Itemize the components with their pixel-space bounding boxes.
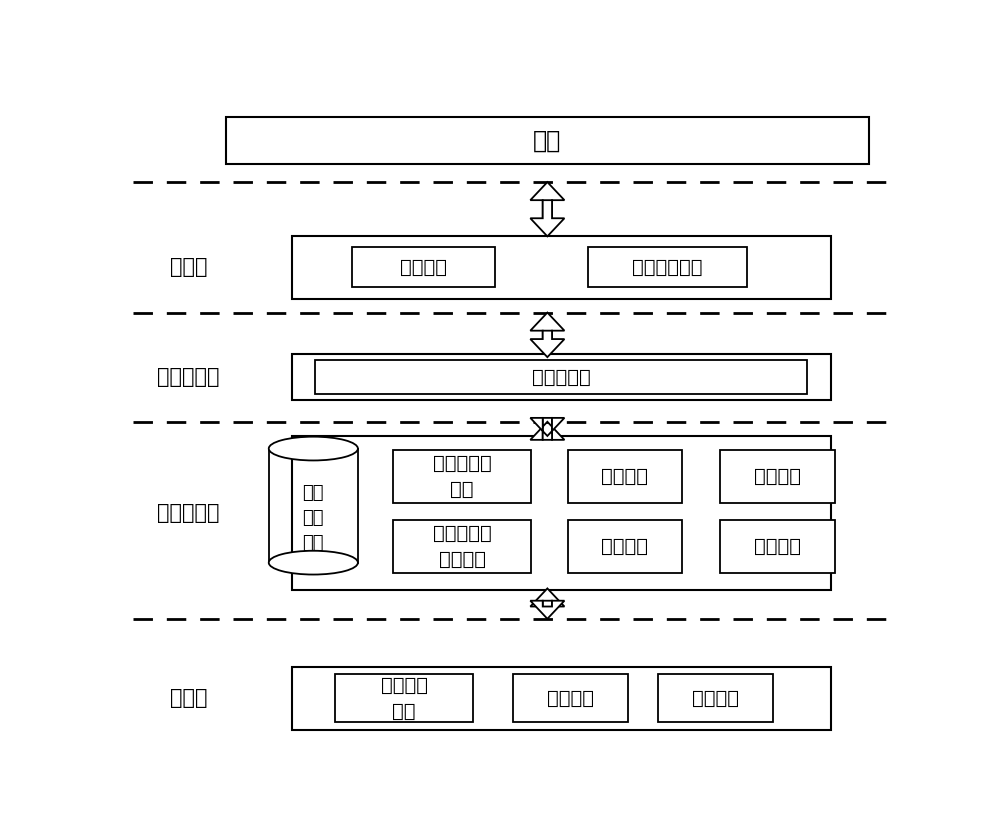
Bar [315, 361, 807, 394]
Bar [568, 520, 682, 573]
Bar [658, 674, 773, 722]
Polygon shape [530, 418, 564, 440]
Bar [292, 436, 831, 590]
Bar [335, 674, 473, 722]
Text: 操作界面: 操作界面 [400, 258, 447, 277]
Text: 运动仿真: 运动仿真 [754, 537, 801, 556]
Polygon shape [530, 331, 564, 357]
Bar [720, 451, 835, 503]
Text: 过程数据: 过程数据 [692, 689, 739, 708]
Polygon shape [530, 182, 564, 218]
Bar [513, 674, 628, 722]
Bar [292, 667, 831, 730]
Text: 核心业务层: 核心业务层 [157, 503, 220, 523]
Text: 增强现实场景: 增强现实场景 [632, 258, 703, 277]
Polygon shape [530, 418, 564, 440]
Ellipse shape [269, 436, 358, 461]
Text: 机器
人模
型库: 机器 人模 型库 [303, 484, 324, 552]
Text: 数据层: 数据层 [170, 688, 207, 708]
Polygon shape [530, 201, 564, 237]
Bar [393, 451, 531, 503]
Bar [720, 520, 835, 573]
Ellipse shape [269, 550, 358, 575]
Text: 虚实融合: 虚实融合 [601, 537, 648, 556]
Text: 场景管理器: 场景管理器 [532, 367, 591, 387]
Bar [292, 354, 831, 400]
Text: 界面层: 界面层 [170, 258, 207, 278]
Text: 文件操作: 文件操作 [547, 689, 594, 708]
Text: 场景管理层: 场景管理层 [157, 367, 220, 387]
Text: 网络数据
交互: 网络数据 交互 [380, 675, 428, 721]
Bar [568, 451, 682, 503]
Bar [352, 248, 495, 288]
Bar [226, 117, 869, 164]
Text: 模型处理: 模型处理 [601, 467, 648, 486]
Text: 碰撞检测: 碰撞检测 [754, 467, 801, 486]
Polygon shape [530, 601, 564, 619]
Polygon shape [530, 313, 564, 339]
Text: 机器人快速
装配: 机器人快速 装配 [433, 454, 492, 499]
Polygon shape [530, 588, 564, 607]
Text: 用户: 用户 [533, 128, 562, 153]
Text: 图像处理与
三维重建: 图像处理与 三维重建 [433, 524, 492, 569]
Bar [588, 248, 747, 288]
Bar [393, 520, 531, 573]
Bar [292, 236, 831, 299]
